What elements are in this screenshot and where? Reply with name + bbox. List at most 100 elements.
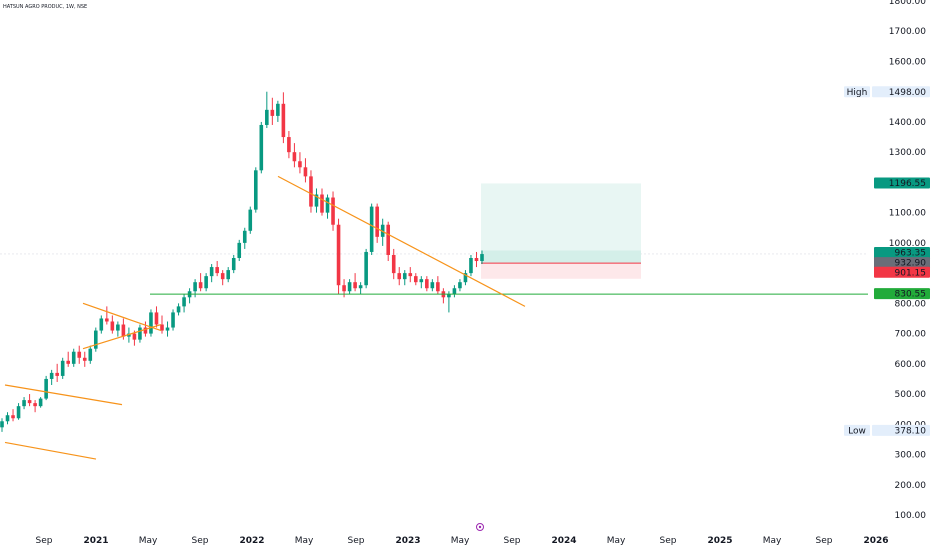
candle[interactable]: [93, 327, 98, 352]
time-axis[interactable]: Sep 2021 May Sep 2022 May Sep 2023 May Sep 2024 May…: [36, 536, 889, 546]
candle[interactable]: [402, 270, 407, 286]
candle[interactable]: [0, 418, 4, 432]
candle[interactable]: [276, 100, 280, 122]
candle-body: [154, 312, 159, 325]
candle[interactable]: [303, 158, 308, 183]
candle[interactable]: [82, 351, 87, 367]
candle[interactable]: [154, 306, 159, 328]
candle[interactable]: [265, 91, 269, 128]
candlestick-series[interactable]: [0, 91, 484, 432]
candle[interactable]: [320, 188, 324, 216]
candle[interactable]: [171, 309, 175, 331]
candle[interactable]: [463, 270, 468, 286]
candle[interactable]: [55, 363, 59, 382]
candle[interactable]: [281, 92, 286, 144]
candle[interactable]: [380, 218, 385, 246]
candle[interactable]: [88, 345, 93, 364]
candle[interactable]: [452, 285, 457, 298]
event-marker-icon[interactable]: [476, 523, 484, 531]
candle[interactable]: [105, 306, 109, 325]
candle[interactable]: [116, 321, 120, 337]
position-zones[interactable]: [481, 183, 641, 279]
candle[interactable]: [66, 351, 71, 367]
candle[interactable]: [11, 409, 15, 422]
candle[interactable]: [204, 273, 208, 292]
candle[interactable]: [436, 276, 440, 295]
sym-triangle-upper-trendline[interactable]: [82, 302, 162, 332]
candle[interactable]: [165, 321, 170, 337]
candle[interactable]: [425, 276, 429, 292]
candle[interactable]: [215, 261, 219, 277]
candle[interactable]: [242, 227, 247, 249]
candle[interactable]: [38, 397, 43, 408]
candle[interactable]: [298, 152, 302, 174]
candle[interactable]: [469, 254, 473, 277]
sym-triangle-lower-trendline[interactable]: [82, 323, 162, 350]
candle[interactable]: [441, 288, 446, 304]
candle[interactable]: [447, 291, 451, 313]
candle[interactable]: [226, 267, 231, 283]
candle[interactable]: [358, 282, 363, 295]
candle[interactable]: [138, 324, 142, 343]
candle[interactable]: [325, 194, 330, 219]
candle[interactable]: [369, 203, 374, 255]
candle[interactable]: [287, 131, 291, 159]
candle[interactable]: [44, 375, 48, 401]
candle[interactable]: [209, 264, 214, 283]
candle[interactable]: [49, 369, 54, 385]
candle[interactable]: [375, 203, 379, 243]
candle[interactable]: [71, 348, 76, 367]
candle[interactable]: [5, 412, 10, 425]
candle[interactable]: [176, 303, 181, 316]
candle[interactable]: [220, 270, 225, 286]
candle[interactable]: [386, 221, 391, 262]
candle[interactable]: [458, 279, 462, 292]
descending-resistance-trendline[interactable]: [277, 175, 526, 307]
candle[interactable]: [336, 218, 341, 295]
candle[interactable]: [237, 239, 242, 262]
candle[interactable]: [110, 315, 115, 334]
candle[interactable]: [270, 97, 275, 125]
candle-body: [149, 312, 153, 334]
drawings[interactable]: [4, 175, 868, 460]
candle[interactable]: [160, 315, 164, 334]
candle[interactable]: [259, 121, 264, 174]
candle[interactable]: [27, 394, 32, 407]
candle[interactable]: [474, 251, 479, 268]
candle-body: [397, 273, 402, 280]
candle[interactable]: [331, 191, 335, 231]
candle[interactable]: [149, 309, 153, 337]
candle[interactable]: [391, 248, 396, 280]
candle[interactable]: [353, 273, 357, 292]
price-label-box: [874, 177, 930, 189]
candle[interactable]: [22, 397, 26, 410]
candle[interactable]: [314, 188, 319, 213]
candle[interactable]: [309, 170, 313, 213]
profit-zone[interactable]: [481, 250, 641, 264]
candle[interactable]: [430, 279, 435, 292]
candle[interactable]: [248, 206, 253, 234]
candle[interactable]: [16, 403, 21, 420]
candle[interactable]: [413, 273, 418, 286]
stop-zone[interactable]: [481, 263, 641, 279]
candle[interactable]: [33, 400, 37, 413]
candle[interactable]: [364, 248, 368, 289]
candle[interactable]: [253, 167, 258, 213]
candle[interactable]: [480, 250, 484, 265]
candle[interactable]: [60, 357, 65, 379]
candle[interactable]: [292, 143, 297, 168]
candle[interactable]: [408, 267, 413, 283]
lower-channel-1-trendline[interactable]: [4, 384, 123, 406]
candle[interactable]: [187, 288, 192, 304]
candle[interactable]: [231, 254, 236, 274]
lower-channel-2-trendline[interactable]: [4, 441, 97, 460]
candle[interactable]: [419, 276, 424, 289]
candle[interactable]: [347, 279, 352, 295]
candle[interactable]: [77, 345, 82, 364]
candle[interactable]: [99, 315, 104, 334]
candle[interactable]: [397, 267, 402, 286]
candle[interactable]: [198, 273, 203, 292]
candle[interactable]: [182, 294, 186, 313]
target-zone[interactable]: [481, 183, 641, 251]
